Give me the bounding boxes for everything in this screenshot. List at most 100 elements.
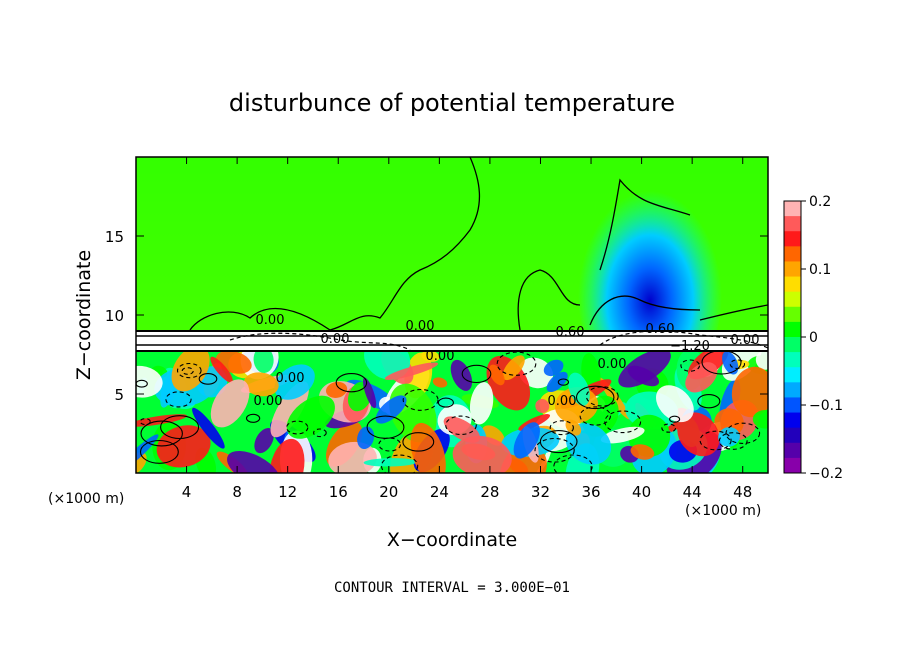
chart-title: disturbunce of potential temperature [229,89,675,117]
colorbar-swatch [784,412,801,429]
eddy-contour [539,430,578,454]
contour-label: 0.60 [646,322,675,337]
x-tick-label: 36 [581,483,600,501]
eddy [543,359,564,377]
colorbar-swatch [784,261,801,278]
colorbar-swatch [784,231,801,247]
band-dashed [599,330,768,349]
colorbar-swatch [784,201,801,217]
contour-line [589,295,701,326]
eddy-contour [245,413,261,423]
contour-label: 0.00 [598,357,627,372]
eddy-contour [729,359,746,370]
x-unit-left: (×1000 m) [48,491,124,507]
eddy-contour [181,367,194,375]
eddy [469,382,494,425]
eddy [627,365,660,387]
eddy-contour [557,378,570,386]
x-tick-label: 24 [430,483,449,501]
eddy [136,365,163,398]
colorbar-swatch [784,321,801,338]
x-tick-label: 16 [329,483,348,501]
eddy-contour [380,454,419,473]
eddy-contour [697,394,721,409]
contour-line [517,269,581,331]
eddy [502,355,525,381]
eddy-contour [699,430,732,451]
contour-label: 0.00 [254,394,283,409]
eddy-contour [335,373,368,393]
contour-label: 0.00 [731,333,760,348]
x-tick-label: 4 [182,483,192,501]
contour-line [599,178,691,271]
plot-area: 0.00 0.00 0.00 0.00 0.00 0.00 0.00 0.00 0.60 0.60… [136,157,768,473]
eddy [600,426,645,444]
y-axis: 5 10 15 [105,228,768,404]
eddy [731,366,768,418]
eddy [656,385,694,423]
colorbar-swatch [784,457,801,474]
x-tick-label: 8 [232,483,242,501]
colorbar-swatch [784,352,801,368]
x-unit-right: (×1000 m) [685,503,761,519]
eddy-contour [585,386,619,407]
eddy-contour [680,359,701,372]
eddy-contour [549,420,574,436]
eddy-contour [313,428,327,438]
colorbar-swatch [784,291,801,308]
eddy [410,422,446,473]
x-tick-label: 44 [683,483,702,501]
eddy [136,434,159,473]
eddy [243,372,279,397]
eddy [513,422,540,459]
eddy [227,450,280,473]
eddy-contour [198,373,218,385]
colorbar-swatch [784,382,801,398]
eddy [286,395,335,439]
x-tick-label: 48 [733,483,752,501]
eddy [328,441,377,473]
eddy-contour [139,439,179,464]
footnote: CONTOUR INTERVAL = 3.000E−01 [334,580,570,596]
eddy [136,452,147,473]
eddy-contour [140,420,183,447]
x-tick-label: 12 [278,483,297,501]
y-tick-label: 5 [114,386,124,404]
eddy-contour [553,454,593,473]
eddy [452,435,512,473]
colorbar-tick-label: −0.1 [809,398,843,414]
colorbar-tick-label: 0.1 [809,262,831,278]
contour-label-group: 0.00 0.00 0.00 0.00 0.00 0.00 0.00 0.00 0.60 0.60… [254,313,760,409]
colorbar-swatch [784,216,801,232]
colorbar-swatch [784,337,801,353]
eddy-contour [725,422,761,444]
eddy-contour [176,362,202,379]
colorbar: 0.2 0.1 0 −0.1 −0.2 [783,194,843,482]
eddy [755,351,768,370]
eddy [443,416,481,443]
eddy [274,364,315,400]
colorbar-swatch [784,427,801,444]
x-tick-label: 40 [632,483,651,501]
eddy [210,356,233,383]
eddy [269,438,305,473]
contour-lines [189,157,768,331]
eddy [752,409,768,429]
eddy [384,362,439,380]
eddy-contour [718,432,748,450]
eddy-contour [378,437,402,452]
eddy-contour [604,410,642,434]
x-axis-label: X−coordinate [387,529,517,551]
inversion-bands [136,330,768,352]
eddy-contour [534,437,575,463]
contour-label: 0.00 [406,319,435,334]
eddy [685,362,718,393]
eddy [357,426,375,450]
colorbar-tick-label: −0.2 [809,466,843,482]
y-tick-label: 10 [105,307,124,325]
colorbar-swatch [784,367,801,383]
eddy-contour [366,415,405,439]
eddy [630,444,655,460]
contour-line [189,157,481,331]
